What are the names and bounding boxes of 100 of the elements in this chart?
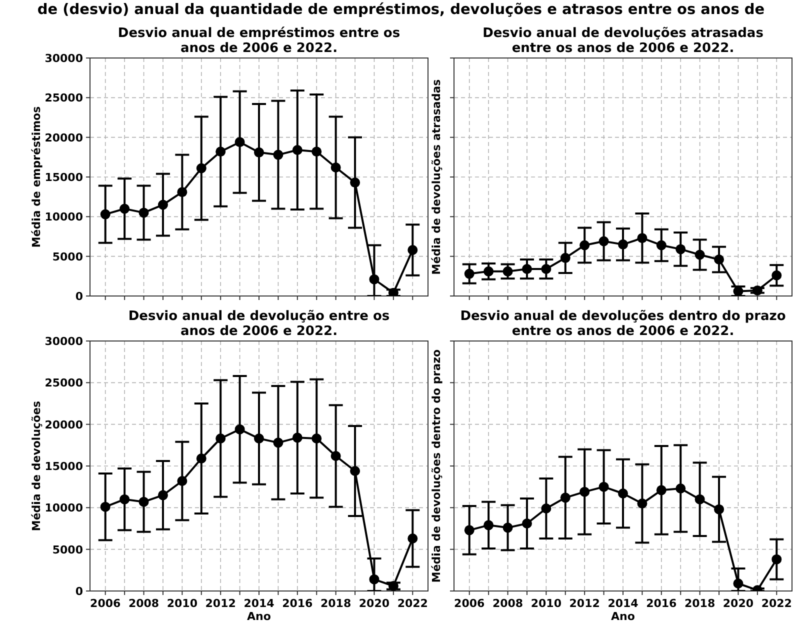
point [656,240,666,250]
point [618,488,628,498]
point [369,274,380,284]
point [676,484,686,494]
point [120,204,130,214]
x-tick-label: 2018 [320,597,352,610]
point [273,438,284,448]
x-tick-label: 2022 [761,597,792,610]
chart-title: Desvio anual de devoluções dentro do prazo entre os anos de 2006 e 2022. [460,309,786,339]
point [138,496,149,507]
point [656,485,666,496]
chart-title: Desvio anual de empréstimos entre os anos de 2006 e 2022. [118,26,400,56]
x-axis-title: Ano [611,610,636,623]
point [138,208,149,218]
y-tick-label: 10000 [44,210,84,224]
point [100,502,110,512]
point [158,200,168,210]
y-tick-label: 5000 [52,543,84,556]
point [733,286,744,296]
y-tick-label: 30000 [44,52,84,65]
point [464,268,474,279]
point [484,266,494,276]
point [772,554,782,564]
point [408,244,418,255]
x-tick-label: 2008 [128,597,160,610]
point [598,236,609,246]
x-tick-label: 2006 [90,597,122,610]
y-tick-label: 0 [75,585,84,598]
x-tick-label: 2014 [608,597,639,610]
point [637,498,648,508]
y-axis-title: Média de empréstimos [30,106,43,248]
x-tick-label: 2012 [569,597,600,610]
point [733,578,744,588]
point [502,266,513,276]
point [522,518,532,528]
point [464,525,474,536]
text: de (desvio) anual da quantidade de empréstimos, devoluções e atrasos entre os anos de [37,2,765,18]
chart-title: Desvio anual de devolução entre os anos de 2006 e 2022. [128,309,390,339]
y-tick-label: 20000 [44,131,84,144]
point [408,534,418,544]
x-tick-label: 2022 [397,597,428,610]
point [618,239,628,250]
point [694,250,705,260]
x-tick-label: 2020 [358,597,390,610]
y-tick-label: 15000 [44,460,84,473]
y-axis-title: Média de devoluções atrasadas [430,78,443,275]
x-tick-label: 2010 [166,597,198,610]
point [541,504,552,514]
point [292,145,302,156]
chart-title: Desvio anual de devoluções atrasadas entre os anos de 2006 e 2022. [482,26,764,56]
point [369,574,380,584]
x-tick-label: 2010 [530,597,562,610]
y-tick-label: 25000 [44,376,84,390]
point [580,486,590,497]
y-tick-label: 15000 [44,171,84,184]
x-tick-label: 2016 [282,597,314,610]
point [177,187,188,198]
point [292,432,302,443]
point [694,494,705,504]
y-tick-label: 5000 [52,250,84,264]
y-axis-title: Média de devoluções [30,400,43,532]
point [196,163,206,174]
point [598,482,609,492]
x-tick-label: 2016 [646,597,678,610]
point [120,494,130,504]
point [560,492,570,503]
point [637,233,648,244]
point [580,240,590,250]
point [676,244,686,254]
point [541,264,552,274]
point [752,285,762,296]
point [234,424,245,434]
point [330,451,341,461]
point [254,434,264,444]
x-tick-label: 2020 [722,597,754,610]
y-tick-label: 30000 [44,335,84,348]
y-tick-label: 20000 [44,418,84,432]
point [312,434,322,444]
point [177,476,188,486]
point [216,146,226,157]
point [714,254,724,265]
point [388,288,398,296]
point [560,252,570,263]
point [522,264,532,274]
point [100,209,110,220]
point [254,147,264,158]
y-axis-title: Média de devoluções dentro do prazo [430,348,443,583]
x-tick-label: 2008 [492,597,524,610]
point [714,504,724,514]
point [484,520,494,530]
x-tick-label: 2006 [454,597,486,610]
point [158,490,168,500]
point [312,146,322,157]
point [350,178,360,188]
point [216,434,226,444]
y-tick-label: 25000 [44,92,84,105]
y-tick-label: 10000 [44,502,84,515]
point [330,162,341,172]
point [772,270,782,280]
point [502,522,513,533]
